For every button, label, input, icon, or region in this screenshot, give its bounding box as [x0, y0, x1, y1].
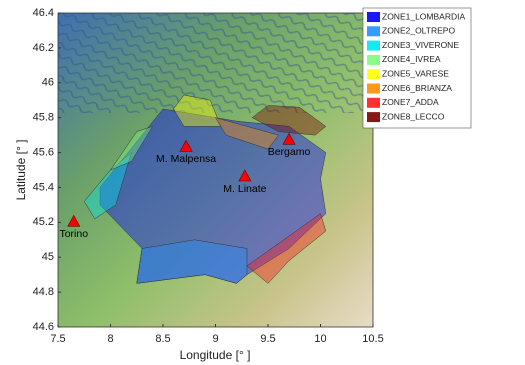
y-tick-label: 45.6	[33, 146, 54, 158]
legend-swatch	[367, 69, 380, 79]
y-tick-label: 44.8	[33, 286, 54, 298]
city-label: Bergamo	[268, 146, 311, 158]
x-axis-label: Longitude [° ]	[180, 348, 251, 362]
y-tick-label: 45.2	[33, 216, 54, 228]
legend-label: ZONE1_LOMBARDIA	[382, 11, 465, 21]
legend-swatch	[367, 41, 380, 51]
x-tick-label: 9.5	[260, 333, 275, 345]
y-tick-label: 46.2	[33, 42, 54, 54]
legend-swatch	[367, 12, 380, 22]
y-tick-label: 45.4	[33, 181, 54, 193]
y-tick-label: 45	[42, 251, 54, 263]
x-tick-label: 10.5	[362, 333, 383, 345]
legend-label: ZONE2_OLTREPO	[382, 26, 455, 36]
x-tick-label: 8	[107, 333, 113, 345]
legend-label: ZONE4_IVREA	[382, 54, 441, 64]
y-axis-label: Latitude [° ]	[14, 140, 28, 201]
x-tick-label: 8.5	[155, 333, 170, 345]
y-tick-label: 44.6	[33, 321, 54, 333]
legend-label: ZONE6_BRIANZA	[382, 83, 452, 93]
map-chart: Longitude [° ] Latitude [° ] 7.5 8 8.5 9 9.5…	[0, 0, 525, 365]
legend-label: ZONE5_VARESE	[382, 68, 449, 78]
city-label: M. Linate	[223, 183, 266, 195]
y-tick-label: 46	[42, 77, 54, 89]
legend-swatch	[367, 55, 380, 65]
city-label: M. Malpensa	[156, 153, 216, 165]
x-tick-label: 10	[314, 333, 326, 345]
legend-label: ZONE8_LECCO	[382, 111, 445, 121]
y-tick-label: 45.8	[33, 112, 54, 124]
legend-label: ZONE3_VIVERONE	[382, 40, 459, 50]
x-tick-label: 9	[212, 333, 218, 345]
city-label: Torino	[59, 228, 88, 240]
legend-swatch	[367, 26, 380, 36]
legend: ZONE1_LOMBARDIA ZONE2_OLTREPO ZONE3_VIVERO…	[363, 8, 471, 128]
legend-label: ZONE7_ADDA	[382, 97, 439, 107]
x-tick-label: 7.5	[50, 333, 65, 345]
terrain-relief	[58, 13, 373, 113]
legend-swatch	[367, 112, 380, 122]
legend-swatch	[367, 98, 380, 108]
legend-swatch	[367, 84, 380, 94]
y-tick-label: 46.4	[33, 7, 54, 19]
